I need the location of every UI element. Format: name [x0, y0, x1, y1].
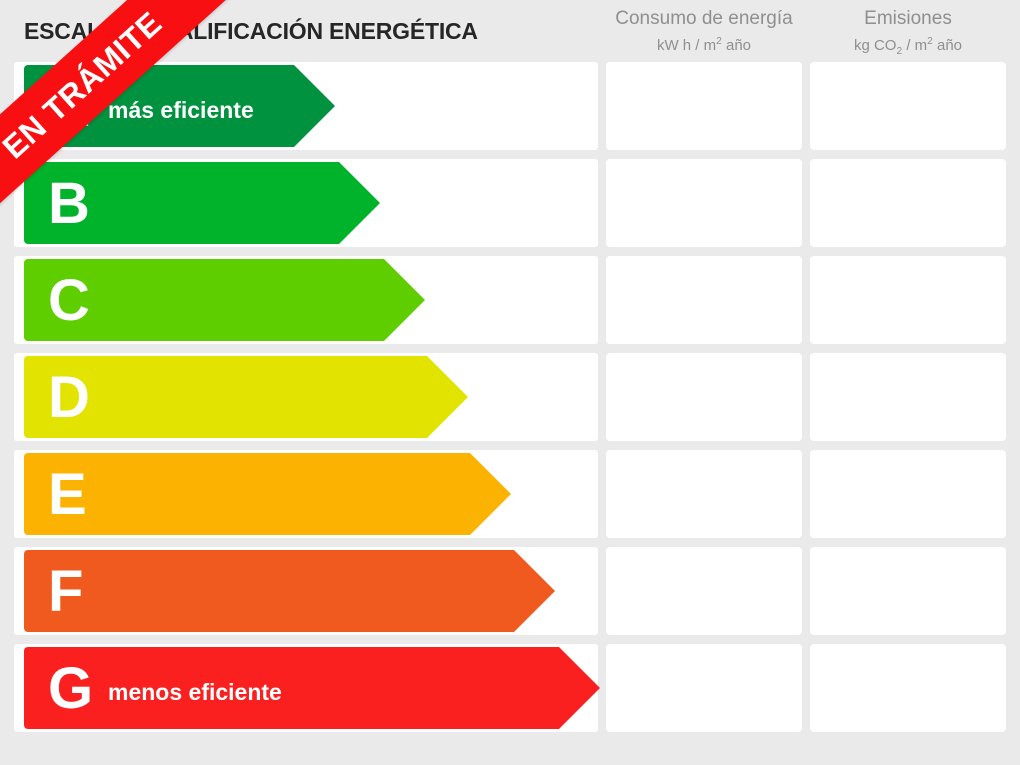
consumo-value	[606, 547, 802, 635]
consumo-value-cell	[606, 547, 802, 635]
consumo-value-cell	[606, 353, 802, 441]
emisiones-value	[810, 450, 1006, 538]
rating-bar-a: Amás eficiente	[24, 65, 335, 147]
scale-cell: E	[14, 450, 598, 538]
scale-cell: D	[14, 353, 598, 441]
emisiones-value	[810, 547, 1006, 635]
consumo-value	[606, 159, 802, 247]
rating-bar-b: B	[24, 162, 380, 244]
column-header-consumo: Consumo de energía kW h / m2 año	[606, 6, 802, 57]
emisiones-value-cell	[810, 256, 1006, 344]
rating-letter-e: E	[48, 462, 87, 527]
column-header-emisiones-label: Emisiones	[864, 8, 952, 29]
rating-bar-f: F	[24, 550, 555, 632]
rating-letter-f: F	[48, 559, 84, 624]
efficiency-note: más eficiente	[108, 97, 254, 123]
rating-bar-e: E	[24, 453, 511, 535]
rating-letter-d: D	[48, 365, 90, 430]
consumo-value	[606, 450, 802, 538]
emisiones-value	[810, 256, 1006, 344]
emisiones-value-cell	[810, 62, 1006, 150]
rating-row: F	[0, 547, 1020, 635]
arrow-tip-icon	[384, 259, 425, 341]
consumo-value-cell	[606, 644, 802, 732]
efficiency-note: menos eficiente	[108, 679, 282, 705]
rating-letter-g: G	[48, 656, 94, 721]
consumo-value	[606, 256, 802, 344]
rating-row: Amás eficiente	[0, 62, 1020, 150]
emisiones-unit-subscript: 2	[896, 46, 903, 57]
emisiones-value-cell	[810, 159, 1006, 247]
emisiones-value-cell	[810, 353, 1006, 441]
arrow-tip-icon	[559, 647, 600, 729]
rating-bar-body	[24, 162, 339, 244]
rating-row: D	[0, 353, 1020, 441]
consumo-value	[606, 62, 802, 150]
emisiones-unit-mid: / m	[902, 37, 928, 54]
emisiones-value-cell	[810, 450, 1006, 538]
arrow-tip-icon	[470, 453, 511, 535]
consumo-value-cell	[606, 450, 802, 538]
rating-letter-c: C	[48, 268, 90, 333]
scale-cell: C	[14, 256, 598, 344]
rating-bar-d: D	[24, 356, 468, 438]
consumo-value	[606, 353, 802, 441]
column-header-emisiones-units: kg CO2 / m2 año	[810, 31, 1006, 63]
emisiones-value	[810, 62, 1006, 150]
arrow-tip-icon	[514, 550, 555, 632]
emisiones-unit-prefix: kg CO	[853, 37, 897, 54]
consumo-value-cell	[606, 256, 802, 344]
consumo-unit-exponent: 2	[716, 36, 722, 47]
rating-row: C	[0, 256, 1020, 344]
rating-bar-c: C	[24, 259, 425, 341]
consumo-value	[606, 644, 802, 732]
certificate-header: ESCALA DE CALIFICACIÓN ENERGÉTICA Consum…	[0, 0, 1020, 62]
arrow-tip-icon	[339, 162, 380, 244]
rating-row: B	[0, 159, 1020, 247]
scale-cell: B	[14, 159, 598, 247]
emisiones-value	[810, 644, 1006, 732]
rating-bar-body	[24, 647, 559, 729]
column-header-consumo-units: kW h / m2 año	[606, 31, 802, 57]
rating-row: E	[0, 450, 1020, 538]
emisiones-value-cell	[810, 644, 1006, 732]
scale-cell: Amás eficiente	[14, 62, 598, 150]
emisiones-value	[810, 159, 1006, 247]
scale-cell: F	[14, 547, 598, 635]
rating-bar-body	[24, 356, 427, 438]
emisiones-value-cell	[810, 547, 1006, 635]
emisiones-unit-suffix: año	[932, 37, 963, 54]
consumo-value-cell	[606, 62, 802, 150]
rating-bar-body	[24, 550, 514, 632]
consumo-unit-prefix: kW h / m	[656, 37, 717, 54]
consumo-value-cell	[606, 159, 802, 247]
column-header-consumo-label: Consumo de energía	[615, 8, 793, 29]
emisiones-value	[810, 353, 1006, 441]
column-header-emisiones: Emisiones kg CO2 / m2 año	[810, 6, 1006, 63]
consumo-unit-suffix: año	[721, 37, 752, 54]
emisiones-unit-exponent: 2	[927, 36, 933, 47]
arrow-tip-icon	[294, 65, 335, 147]
rating-bar-body	[24, 259, 384, 341]
rating-bar-body	[24, 453, 470, 535]
rating-letter-b: B	[48, 171, 90, 236]
arrow-tip-icon	[427, 356, 468, 438]
